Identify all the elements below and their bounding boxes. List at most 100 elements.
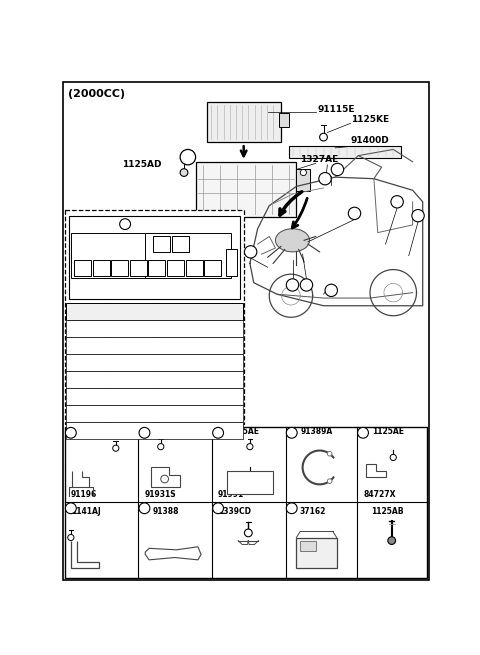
Text: RELAY ASSY-POWER: RELAY ASSY-POWER bbox=[155, 426, 241, 435]
Circle shape bbox=[247, 443, 253, 450]
Text: a: a bbox=[68, 428, 73, 438]
Circle shape bbox=[120, 219, 131, 229]
Text: 1125AD: 1125AD bbox=[80, 427, 113, 436]
Text: 1140AA: 1140AA bbox=[154, 427, 187, 436]
Text: a: a bbox=[84, 324, 89, 333]
Text: 18791A: 18791A bbox=[113, 358, 146, 367]
Bar bbox=[66, 320, 243, 337]
Text: d: d bbox=[329, 286, 334, 295]
Text: 96572R: 96572R bbox=[180, 236, 218, 245]
Text: f: f bbox=[396, 197, 398, 206]
Bar bbox=[69, 215, 240, 299]
Bar bbox=[153, 236, 170, 252]
Circle shape bbox=[358, 428, 369, 438]
Text: 1125KE: 1125KE bbox=[350, 115, 389, 124]
Text: d: d bbox=[84, 375, 89, 384]
Circle shape bbox=[319, 172, 331, 185]
Bar bbox=[65, 426, 427, 578]
Circle shape bbox=[300, 170, 306, 176]
Bar bbox=[300, 540, 316, 552]
Circle shape bbox=[286, 428, 297, 438]
Text: b: b bbox=[416, 211, 420, 220]
Text: A: A bbox=[185, 153, 191, 162]
Text: 91389A: 91389A bbox=[301, 427, 333, 436]
Bar bbox=[66, 337, 243, 354]
Circle shape bbox=[65, 428, 76, 438]
Bar bbox=[130, 259, 147, 276]
Bar bbox=[71, 233, 153, 278]
Bar bbox=[172, 236, 189, 252]
Text: e: e bbox=[84, 392, 89, 401]
Text: i: i bbox=[324, 174, 326, 183]
Circle shape bbox=[244, 246, 257, 258]
Text: SYMBOL: SYMBOL bbox=[65, 307, 108, 316]
Circle shape bbox=[327, 479, 332, 483]
Text: 18790C: 18790C bbox=[113, 324, 146, 333]
Circle shape bbox=[300, 279, 312, 291]
Bar bbox=[279, 113, 288, 127]
Text: e: e bbox=[360, 428, 366, 438]
Text: PNC: PNC bbox=[120, 307, 140, 316]
Bar bbox=[196, 162, 296, 217]
Text: a: a bbox=[80, 263, 85, 272]
Text: g: g bbox=[142, 504, 147, 513]
Text: 18790A: 18790A bbox=[113, 341, 146, 350]
Text: LP-MINI FUSE 10A: LP-MINI FUSE 10A bbox=[160, 358, 236, 367]
Circle shape bbox=[388, 536, 396, 544]
Text: e: e bbox=[117, 263, 122, 272]
Text: e: e bbox=[173, 263, 178, 272]
Text: 1339CD: 1339CD bbox=[218, 507, 251, 515]
Text: c: c bbox=[84, 358, 89, 367]
Text: f: f bbox=[84, 409, 88, 418]
Text: 95225: 95225 bbox=[116, 409, 144, 418]
Text: c: c bbox=[136, 263, 141, 272]
Circle shape bbox=[113, 445, 119, 451]
Text: c: c bbox=[159, 240, 164, 249]
Polygon shape bbox=[276, 229, 310, 252]
Text: b: b bbox=[98, 263, 104, 272]
Text: b: b bbox=[84, 341, 89, 350]
Bar bbox=[65, 210, 244, 424]
Text: d: d bbox=[289, 428, 294, 438]
Bar bbox=[66, 422, 243, 439]
Circle shape bbox=[244, 529, 252, 536]
Text: A: A bbox=[109, 219, 122, 229]
Circle shape bbox=[325, 284, 337, 297]
Text: 91991: 91991 bbox=[218, 490, 244, 499]
Circle shape bbox=[286, 503, 297, 514]
Bar bbox=[227, 472, 273, 495]
Text: 1125AE: 1125AE bbox=[228, 427, 259, 436]
Bar bbox=[226, 249, 237, 276]
Circle shape bbox=[286, 279, 299, 291]
Text: A: A bbox=[122, 219, 128, 229]
Circle shape bbox=[391, 196, 403, 208]
Text: a: a bbox=[248, 248, 253, 256]
Text: 1141AJ: 1141AJ bbox=[71, 507, 101, 515]
Circle shape bbox=[327, 451, 332, 456]
Circle shape bbox=[390, 455, 396, 460]
Text: LP-S/B FUSE 50A: LP-S/B FUSE 50A bbox=[162, 324, 234, 333]
Text: 37162: 37162 bbox=[300, 507, 326, 515]
Text: (2000CC): (2000CC) bbox=[68, 89, 125, 100]
Text: 1125AB: 1125AB bbox=[371, 507, 403, 515]
Bar bbox=[111, 259, 128, 276]
Text: RELAY ASSY-POWER: RELAY ASSY-POWER bbox=[155, 409, 241, 418]
Circle shape bbox=[180, 149, 196, 165]
Bar bbox=[66, 371, 243, 388]
Bar bbox=[66, 405, 243, 422]
Text: 91115E: 91115E bbox=[317, 105, 355, 114]
Circle shape bbox=[320, 133, 327, 141]
Circle shape bbox=[213, 428, 224, 438]
Text: f: f bbox=[230, 258, 233, 267]
Bar bbox=[296, 170, 311, 191]
Text: 18791B: 18791B bbox=[113, 375, 146, 384]
Text: f: f bbox=[69, 504, 72, 513]
Text: VIEW: VIEW bbox=[83, 219, 116, 229]
Bar bbox=[145, 233, 230, 278]
Text: 84727X: 84727X bbox=[363, 490, 396, 499]
Text: g: g bbox=[84, 426, 89, 435]
Text: 95224: 95224 bbox=[116, 426, 144, 435]
Text: g: g bbox=[290, 280, 295, 290]
Circle shape bbox=[139, 503, 150, 514]
Bar bbox=[186, 259, 203, 276]
